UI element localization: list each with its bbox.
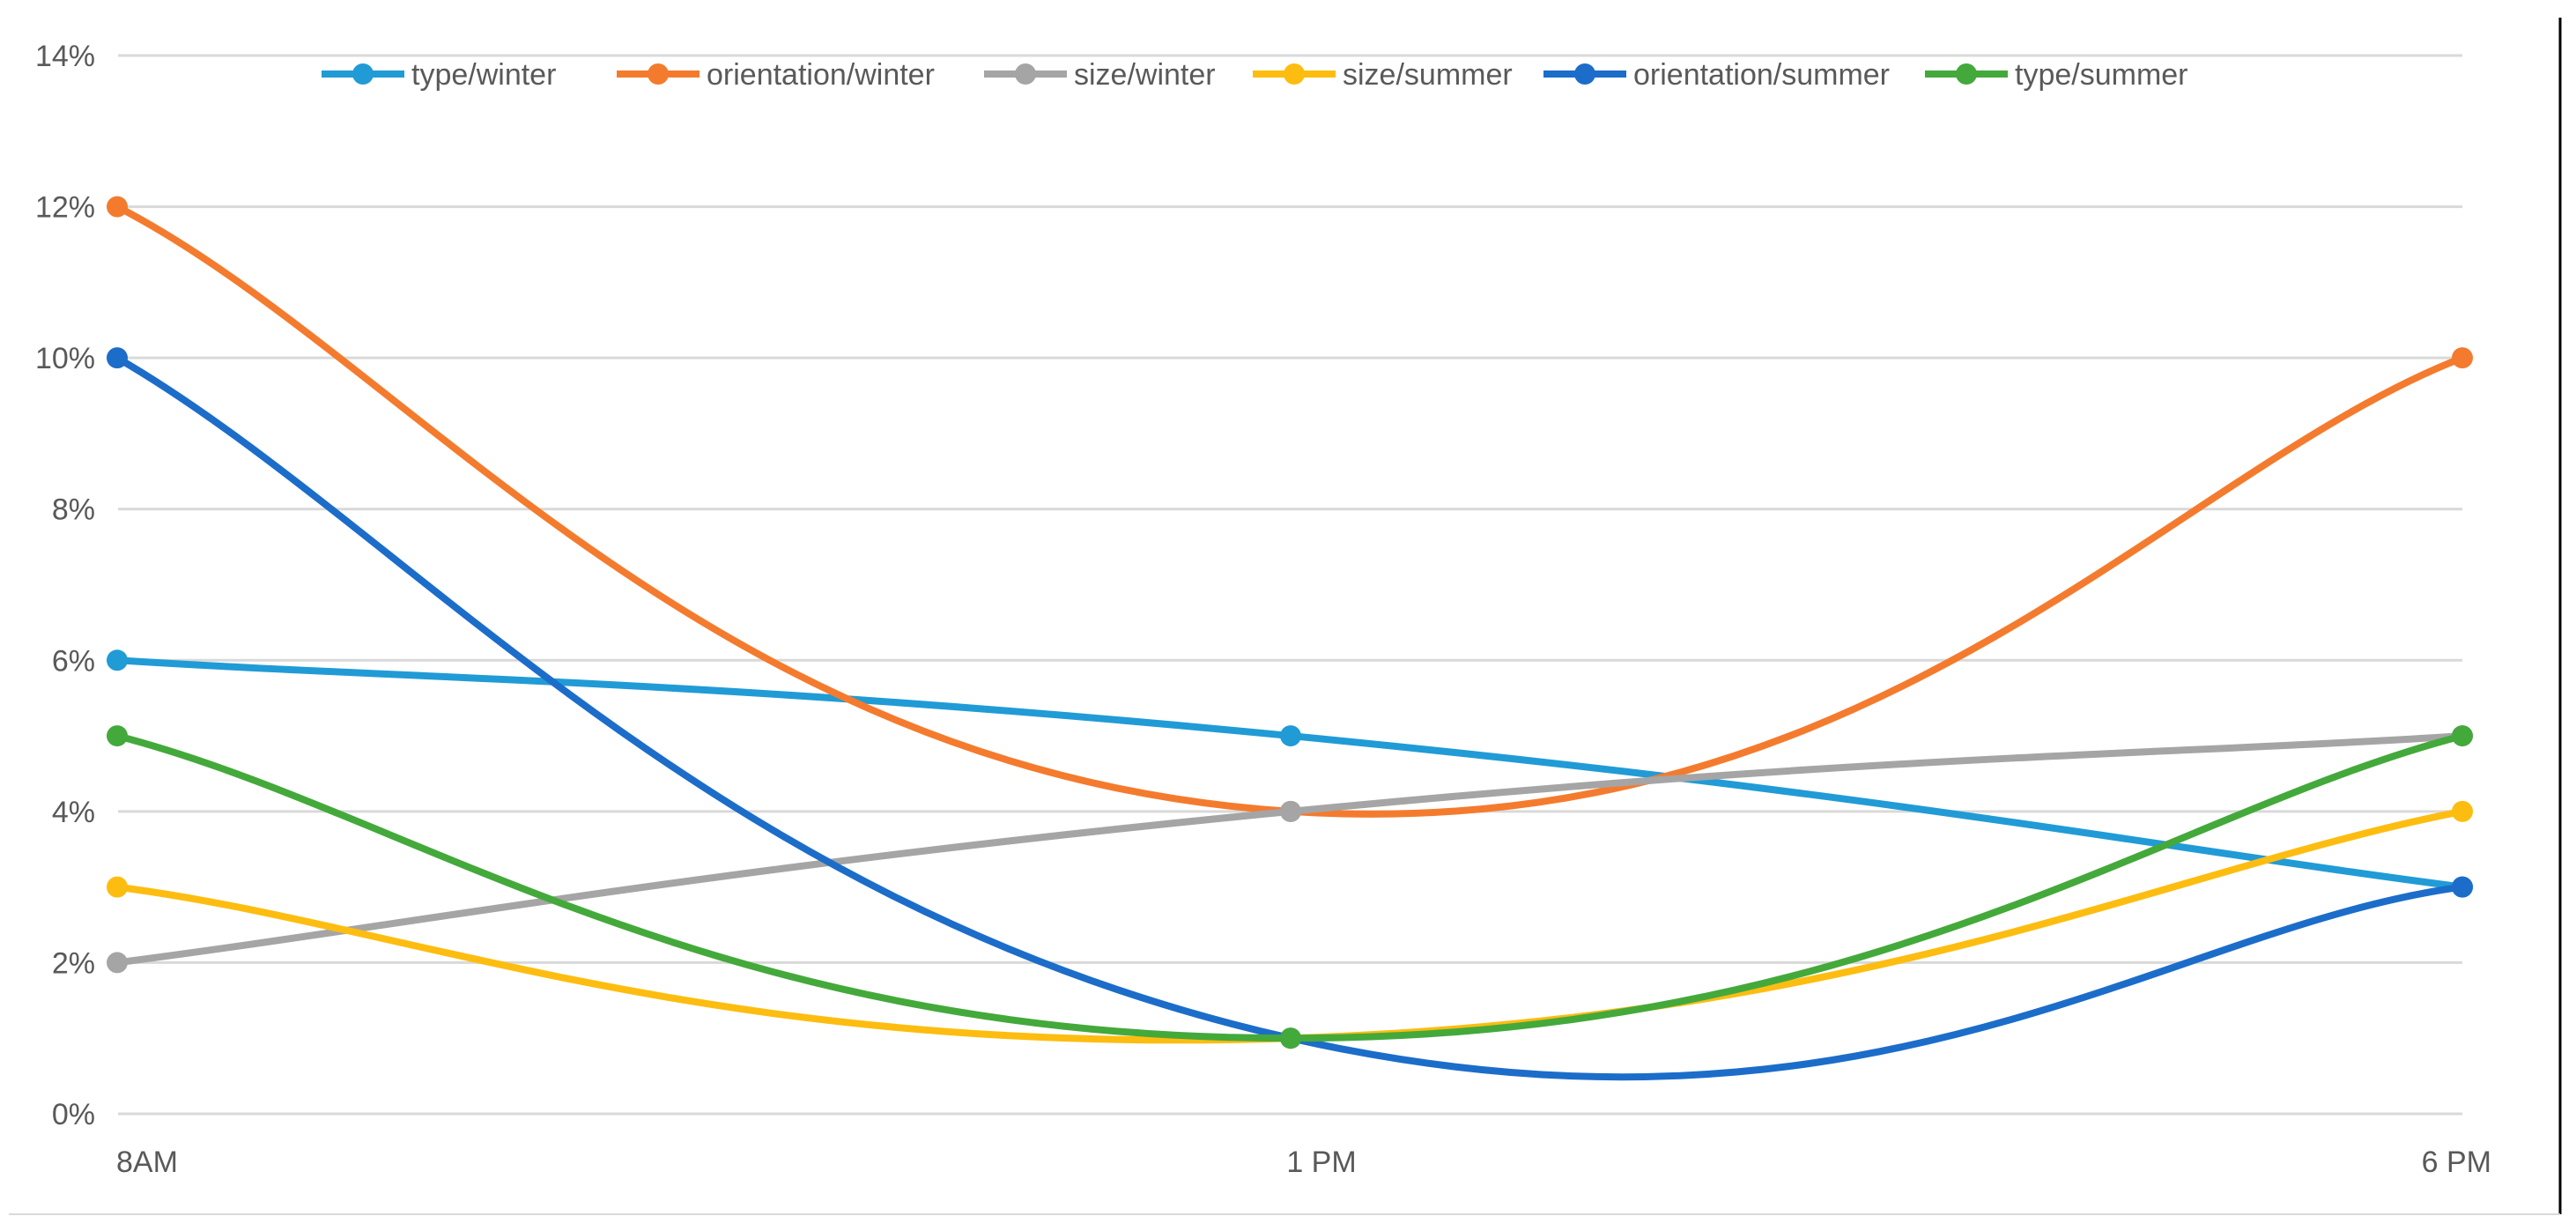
y-tick-label: 4%	[52, 796, 95, 829]
legend-item-orientation-winter: orientation/winter	[617, 58, 935, 92]
x-axis-ticks: 8AM 1 PM 6 PM	[116, 1146, 2491, 1179]
series-line-type-winter	[114, 656, 2466, 891]
data-point-type-summer-6-pm	[2452, 725, 2473, 747]
series-size-winter	[107, 725, 2473, 974]
y-axis-ticks: 0% 2% 4% 6% 8% 10% 12% 14%	[35, 40, 95, 1131]
y-tick-label: 12%	[35, 191, 95, 225]
data-point-type-winter-1-pm	[1280, 725, 1301, 747]
data-point-size-summer-8am	[107, 876, 128, 898]
y-tick-label: 0%	[52, 1098, 95, 1131]
series-type-summer	[107, 725, 2473, 1049]
data-point-size-winter-8am	[107, 952, 128, 974]
legend-label: type/winter	[411, 58, 556, 92]
data-point-orientation-summer-6-pm	[2452, 876, 2473, 898]
legend-label: orientation/winter	[707, 58, 935, 92]
series-layer	[107, 196, 2473, 1081]
x-tick-label: 8AM	[116, 1146, 178, 1179]
legend-item-size-summer: size/summer	[1253, 58, 1513, 92]
series-line-orientation-winter	[114, 203, 2466, 818]
data-point-orientation-summer-8am	[107, 347, 128, 369]
data-point-type-summer-1-pm	[1280, 1027, 1301, 1049]
legend-item-type-winter: type/winter	[322, 58, 556, 92]
legend-label: size/summer	[1343, 58, 1513, 92]
legend-marker	[1574, 63, 1595, 85]
series-line-orientation-summer	[114, 354, 2466, 1081]
legend-item-type-summer: type/summer	[1925, 58, 2188, 92]
data-point-orientation-winter-8am	[107, 196, 128, 218]
legend-label: type/summer	[2015, 58, 2188, 92]
legend-marker	[1956, 63, 1977, 85]
series-line-type-summer	[114, 732, 2466, 1042]
legend-label: size/winter	[1074, 58, 1216, 92]
data-point-size-winter-1-pm	[1280, 800, 1301, 822]
x-tick-label: 6 PM	[2422, 1146, 2491, 1179]
data-point-type-winter-8am	[107, 649, 128, 671]
data-point-orientation-winter-6-pm	[2452, 347, 2473, 369]
series-line-size-summer	[114, 807, 2466, 1044]
legend-item-size-winter: size/winter	[984, 58, 1216, 92]
y-tick-label: 6%	[52, 644, 95, 678]
data-point-size-summer-6-pm	[2452, 800, 2473, 822]
y-tick-label: 2%	[52, 946, 95, 980]
legend: type/winter orientation/winter size/winter…	[322, 58, 2188, 92]
data-point-type-summer-8am	[107, 725, 128, 747]
y-tick-label: 10%	[35, 342, 95, 375]
series-line-size-winter	[114, 732, 2466, 967]
legend-marker	[1015, 63, 1036, 85]
legend-item-orientation-summer: orientation/summer	[1543, 58, 1890, 92]
y-tick-label: 14%	[35, 40, 95, 73]
legend-marker	[1284, 63, 1305, 85]
legend-marker	[352, 63, 374, 85]
y-tick-label: 8%	[52, 493, 95, 527]
legend-marker	[648, 63, 669, 85]
legend-label: orientation/summer	[1633, 58, 1890, 92]
x-tick-label: 1 PM	[1286, 1146, 1356, 1179]
